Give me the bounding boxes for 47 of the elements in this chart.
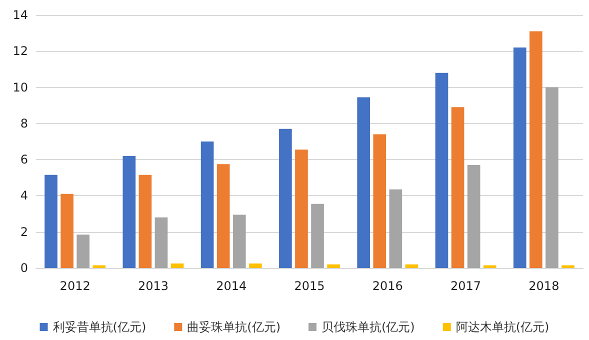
legend-label: 贝伐珠单抗(亿元) (322, 320, 415, 334)
bar (44, 174, 58, 268)
bar (232, 214, 246, 268)
x-tick-label: 2016 (372, 279, 403, 293)
x-tick-label: 2014 (216, 279, 247, 293)
bar (122, 156, 136, 268)
x-tick-label: 2015 (294, 279, 325, 293)
bar (467, 164, 480, 268)
bar (373, 134, 386, 268)
bar (389, 189, 402, 268)
y-tick-label: 10 (12, 80, 28, 94)
bar (483, 265, 496, 268)
y-tick-label: 8 (20, 116, 28, 130)
legend-label: 曲妥珠单抗(亿元) (187, 320, 281, 334)
bar (295, 150, 308, 268)
y-tick-label: 12 (12, 44, 28, 58)
bar (170, 263, 184, 268)
bar (76, 234, 90, 268)
y-tick-label: 0 (20, 261, 28, 275)
legend-label: 阿达木单抗(亿元) (456, 320, 550, 334)
bar (327, 264, 340, 268)
x-tick-label: 2012 (60, 279, 90, 293)
y-tick-label: 14 (12, 8, 28, 22)
bar (435, 72, 448, 268)
bar (451, 107, 464, 268)
bar (92, 265, 106, 268)
y-tick-label: 6 (20, 152, 28, 167)
bar (216, 164, 230, 268)
y-tick-label: 2 (20, 224, 28, 239)
x-tick-label: 2018 (528, 279, 560, 293)
bar (357, 97, 370, 268)
bar (513, 48, 526, 268)
bar (138, 174, 152, 268)
legend-label: 利妥昔单抗(亿元) (52, 320, 146, 334)
bar (529, 31, 542, 268)
bar (311, 204, 324, 268)
bar (546, 87, 558, 268)
bar (200, 142, 214, 268)
bar (154, 217, 168, 268)
bar (562, 265, 574, 268)
y-tick-label: 4 (20, 188, 28, 203)
bar (249, 263, 262, 268)
x-tick-label: 2013 (138, 279, 168, 293)
bar (279, 128, 292, 268)
bar (60, 194, 74, 268)
bar (405, 264, 418, 268)
x-tick-label: 2017 (450, 279, 482, 293)
